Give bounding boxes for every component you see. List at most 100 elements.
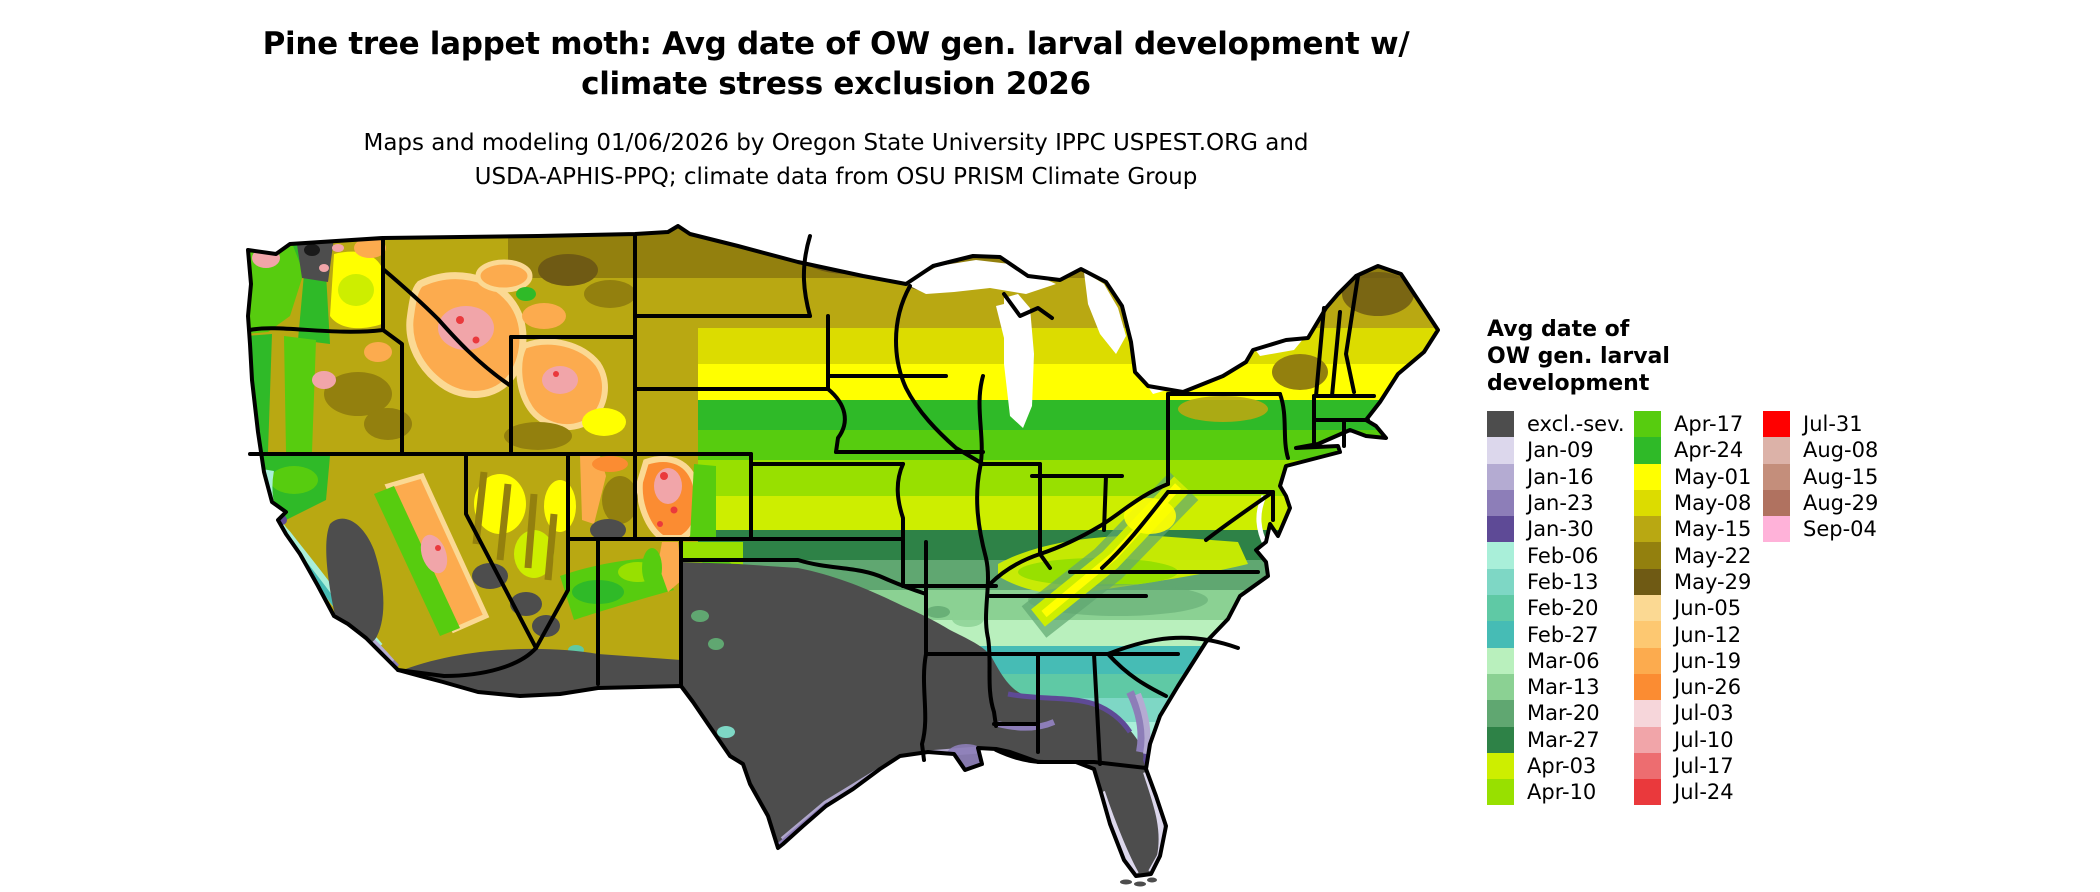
florida-keys — [1120, 877, 1157, 887]
legend-row: Feb-06 — [1487, 542, 1625, 569]
legend-label: Mar-06 — [1527, 648, 1600, 673]
legend-swatch — [1487, 489, 1514, 517]
map-legend: Avg date of OW gen. larval development e… — [1487, 316, 2047, 806]
legend-swatch — [1487, 621, 1514, 648]
state-borders — [248, 234, 1376, 770]
legend-row: Mar-13 — [1487, 673, 1625, 701]
legend-row: Jul-03 — [1634, 700, 1751, 727]
legend-title: Avg date of OW gen. larval development — [1487, 316, 2047, 397]
conus-outline — [246, 224, 1440, 878]
legend-label: Apr-17 — [1674, 412, 1744, 437]
legend-label: Jul-03 — [1674, 701, 1734, 726]
title-line-2: climate stress exclusion 2026 — [581, 66, 1091, 102]
legend-row: Aug-08 — [1763, 437, 1879, 464]
legend-swatch — [1763, 463, 1790, 490]
legend-row: Jul-24 — [1634, 779, 1751, 806]
legend-swatch — [1487, 752, 1514, 780]
legend-label: Jan-30 — [1527, 517, 1594, 542]
legend-swatch — [1487, 779, 1514, 806]
legend-row: Mar-20 — [1487, 700, 1625, 727]
legend-row: excl.-sev. — [1487, 411, 1625, 438]
legend-swatch — [1634, 779, 1661, 806]
map-west-mosaic — [248, 226, 743, 876]
legend-row: Jun-26 — [1634, 673, 1751, 701]
legend-swatch — [1487, 437, 1514, 464]
legend-title-line-3: development — [1487, 371, 1650, 396]
legend-label: Sep-04 — [1803, 517, 1877, 542]
legend-row: Aug-29 — [1763, 489, 1879, 517]
legend-label: Feb-20 — [1527, 596, 1599, 621]
legend-row: May-01 — [1634, 463, 1751, 490]
legend-row: Jun-05 — [1634, 595, 1751, 622]
legend-row: Jun-12 — [1634, 621, 1751, 648]
legend-label: Mar-27 — [1527, 727, 1600, 752]
legend-row: May-15 — [1634, 516, 1752, 543]
legend-label: Feb-06 — [1527, 543, 1599, 568]
legend-label: Apr-03 — [1527, 754, 1597, 778]
legend-swatch — [1487, 411, 1514, 438]
legend-label: Jun-26 — [1674, 675, 1742, 700]
subtitle-line-2: USDA-APHIS-PPQ; climate data from OSU PR… — [474, 164, 1198, 190]
legend-row: Feb-27 — [1487, 621, 1625, 648]
legend-row: Jan-30 — [1487, 516, 1625, 543]
legend-swatch — [1487, 700, 1514, 727]
legend-row: Jul-17 — [1634, 752, 1751, 780]
legend-swatch — [1487, 463, 1514, 490]
legend-label: Aug-08 — [1803, 438, 1879, 463]
legend-swatch — [1763, 437, 1790, 464]
legend-swatch — [1634, 542, 1661, 569]
legend-row: Sep-04 — [1763, 516, 1878, 543]
legend-label: Jun-19 — [1674, 648, 1742, 673]
subtitle-line-1: Maps and modeling 01/06/2026 by Oregon S… — [363, 130, 1309, 156]
page-subtitle: Maps and modeling 01/06/2026 by Oregon S… — [0, 126, 1672, 194]
legend-label: Feb-27 — [1527, 622, 1599, 647]
legend-row: May-08 — [1634, 489, 1751, 517]
us-choropleth-map — [238, 224, 1450, 888]
legend-swatch — [1634, 595, 1661, 622]
legend-swatch — [1487, 595, 1514, 622]
legend-swatch — [1634, 489, 1661, 517]
legend-swatch — [1763, 516, 1790, 543]
legend-swatch — [1487, 568, 1514, 596]
legend-swatch — [1634, 621, 1661, 648]
legend-swatch — [1487, 647, 1514, 674]
legend-swatch — [1634, 568, 1661, 596]
legend-label: Apr-10 — [1527, 780, 1597, 805]
us-map-svg — [246, 224, 1440, 887]
legend-column-1: excl.-sev. Jan-09 Jan-16 Jan-23 Jan-30 Feb-06… — [1487, 411, 1625, 806]
legend-row: Feb-20 — [1487, 595, 1625, 622]
legend-row: Jul-10 — [1634, 726, 1751, 753]
legend-label: May-22 — [1674, 543, 1752, 568]
lake-michigan — [1004, 294, 1034, 428]
legend-title-line-2: OW gen. larval — [1487, 344, 1670, 369]
legend-label: Aug-29 — [1803, 491, 1879, 516]
legend-swatch — [1634, 463, 1661, 490]
legend-label: Jan-16 — [1527, 464, 1594, 489]
legend-swatch — [1634, 437, 1661, 464]
legend-row: Mar-06 — [1487, 647, 1625, 674]
legend-label: Jul-17 — [1674, 754, 1734, 778]
legend-label: Jul-10 — [1674, 727, 1734, 752]
legend-row: Feb-13 — [1487, 568, 1625, 596]
legend-label: Apr-24 — [1674, 438, 1744, 463]
legend-row: Aug-15 — [1763, 463, 1878, 490]
legend-row: May-22 — [1634, 542, 1752, 569]
legend-swatch — [1487, 726, 1514, 753]
legend-swatch — [1763, 489, 1790, 517]
legend-row: Apr-17 — [1634, 411, 1751, 438]
legend-label: Jun-12 — [1674, 622, 1742, 647]
lake-huron — [1084, 272, 1126, 354]
legend-label: May-15 — [1674, 517, 1752, 542]
legend-label: excl.-sev. — [1527, 412, 1625, 437]
legend-row: Jan-09 — [1487, 437, 1625, 464]
legend-label: Mar-20 — [1527, 701, 1600, 726]
lake-erie — [1146, 356, 1238, 394]
legend-row: Jan-16 — [1487, 463, 1625, 490]
legend-swatch — [1487, 516, 1514, 543]
header: Pine tree lappet moth: Avg date of OW ge… — [0, 0, 1672, 194]
legend-swatch — [1634, 673, 1661, 701]
legend-row: Jul-31 — [1763, 411, 1878, 438]
legend-swatch — [1634, 411, 1661, 438]
legend-row: Mar-27 — [1487, 726, 1625, 753]
legend-label: Jan-23 — [1527, 491, 1594, 516]
